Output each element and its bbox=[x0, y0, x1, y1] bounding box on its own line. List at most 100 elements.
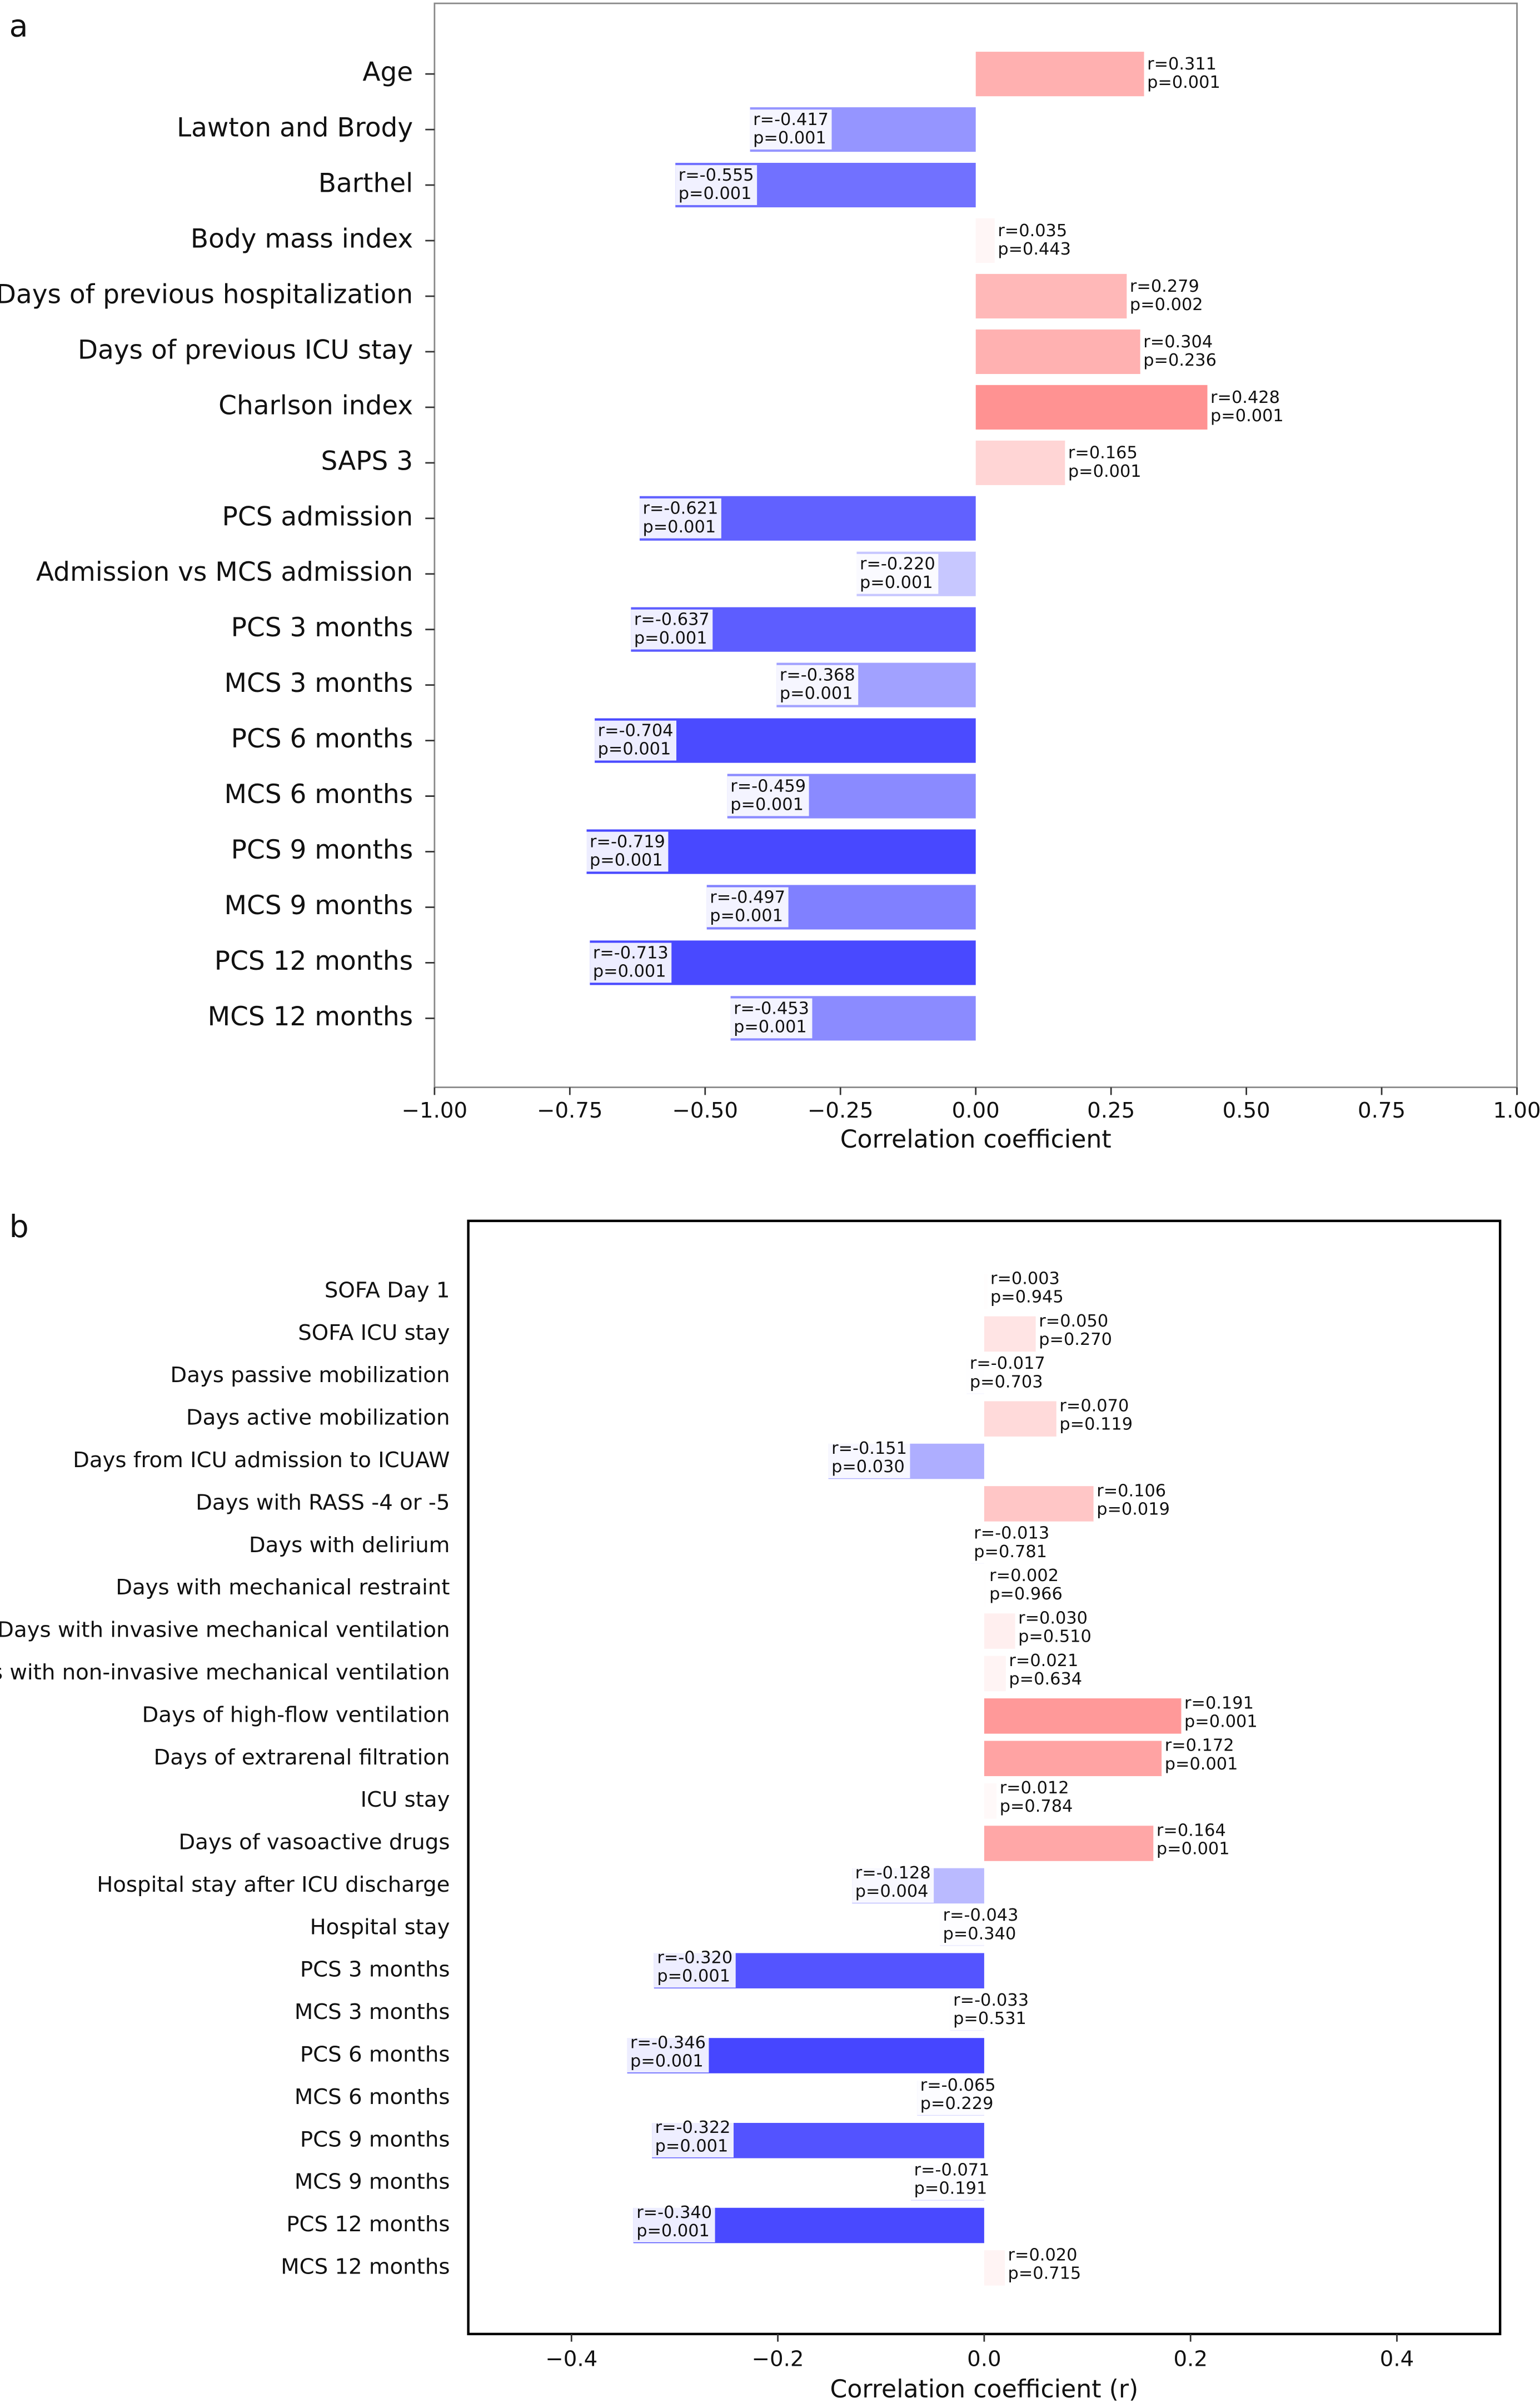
p-label: p=0.019 bbox=[1097, 1499, 1170, 1519]
category-label: Body mass index bbox=[191, 224, 413, 255]
data-label-bg bbox=[654, 1947, 736, 1988]
category-label: Days with RASS -4 or -5 bbox=[196, 1490, 450, 1515]
data-label-bg bbox=[590, 943, 672, 983]
p-label: p=0.001 bbox=[1068, 462, 1142, 481]
r-label: r=0.002 bbox=[989, 1566, 1059, 1586]
p-label: p=0.001 bbox=[730, 795, 804, 815]
x-tick-label: −0.50 bbox=[672, 1098, 738, 1123]
category-label: Days of vasoactive drugs bbox=[178, 1830, 450, 1855]
p-label: p=0.001 bbox=[634, 629, 707, 648]
r-label: r=0.311 bbox=[1147, 54, 1217, 74]
data-label-bg bbox=[1035, 1310, 1115, 1351]
data-label-bg bbox=[1140, 332, 1220, 372]
p-label: p=0.001 bbox=[679, 184, 752, 203]
bar bbox=[984, 1486, 1094, 1522]
bar bbox=[975, 385, 1208, 430]
data-label-bg bbox=[633, 2202, 715, 2242]
p-label: p=0.001 bbox=[753, 128, 826, 148]
category-label: Days of previous ICU stay bbox=[78, 335, 413, 365]
r-label: r=-0.621 bbox=[642, 499, 718, 519]
bar bbox=[984, 1571, 986, 1607]
category-label: MCS 9 months bbox=[224, 890, 413, 921]
x-tick-label: −0.2 bbox=[752, 2346, 804, 2371]
category-label: MCS 12 months bbox=[208, 1001, 413, 1032]
r-label: r=0.030 bbox=[1018, 1608, 1088, 1628]
category-label: Hospital stay bbox=[310, 1915, 450, 1940]
data-label-bg bbox=[706, 887, 789, 928]
data-label-bg bbox=[828, 1438, 910, 1478]
p-label: p=0.340 bbox=[943, 1924, 1016, 1943]
p-label: p=0.715 bbox=[1008, 2264, 1082, 2283]
r-label: r=-0.220 bbox=[860, 555, 935, 574]
p-label: p=0.001 bbox=[780, 684, 853, 704]
data-label-bg bbox=[987, 1268, 1067, 1309]
category-label: PCS 6 months bbox=[231, 724, 413, 754]
data-label-bg bbox=[1181, 1693, 1261, 1733]
data-label-bg bbox=[730, 998, 813, 1039]
p-label: p=0.001 bbox=[710, 906, 783, 926]
x-tick-label: 0.50 bbox=[1223, 1098, 1270, 1123]
p-label: p=0.703 bbox=[970, 1372, 1043, 1392]
data-label-bg bbox=[675, 165, 757, 205]
r-label: r=-0.555 bbox=[679, 166, 754, 185]
r-label: r=-0.713 bbox=[593, 943, 669, 963]
category-label: Days of extrarenal filtration bbox=[154, 1745, 450, 1770]
x-axis-title: Correlation coefficient (r) bbox=[830, 2375, 1139, 2404]
p-label: p=0.443 bbox=[998, 240, 1071, 259]
r-label: r=-0.637 bbox=[634, 610, 710, 630]
x-axis-title: Correlation coefficient bbox=[840, 1125, 1112, 1154]
bar bbox=[975, 52, 1144, 97]
data-label-bg bbox=[1162, 1735, 1241, 1776]
r-label: r=-0.033 bbox=[953, 1991, 1029, 2010]
data-label-bg bbox=[996, 1778, 1076, 1818]
p-label: p=0.001 bbox=[1147, 73, 1220, 92]
category-label: PCS 12 months bbox=[215, 946, 413, 976]
x-tick-label: −0.25 bbox=[808, 1098, 873, 1123]
data-label-bg bbox=[852, 1862, 934, 1903]
category-label: MCS 6 months bbox=[295, 2085, 450, 2110]
category-label: PCS 9 months bbox=[231, 835, 413, 865]
r-label: r=0.304 bbox=[1143, 332, 1213, 352]
bar bbox=[975, 329, 1140, 374]
data-label-bg bbox=[727, 776, 809, 816]
category-label: SOFA ICU stay bbox=[298, 1320, 450, 1345]
category-label: Charlson index bbox=[218, 390, 413, 421]
data-label-bg bbox=[986, 1566, 1066, 1606]
panel: b −0.4 −0.2 0.0 0.2 0.4 Correlation coefficien… bbox=[0, 1209, 1502, 2404]
r-label: r=0.172 bbox=[1165, 1736, 1234, 1756]
data-label-bg bbox=[1056, 1395, 1136, 1436]
data-label-bg bbox=[776, 665, 859, 705]
data-label-bg bbox=[1005, 2245, 1084, 2285]
r-label: r=-0.368 bbox=[780, 666, 855, 685]
p-label: p=0.001 bbox=[636, 2221, 710, 2241]
p-label: p=0.001 bbox=[1157, 1839, 1230, 1859]
panel-label: a bbox=[9, 8, 28, 44]
r-label: r=0.035 bbox=[998, 221, 1067, 241]
category-label: MCS 6 months bbox=[224, 779, 413, 810]
category-label: PCS 12 months bbox=[286, 2212, 450, 2237]
x-tick-label: 0.0 bbox=[967, 2346, 1001, 2371]
category-label: PCS 6 months bbox=[300, 2042, 450, 2067]
